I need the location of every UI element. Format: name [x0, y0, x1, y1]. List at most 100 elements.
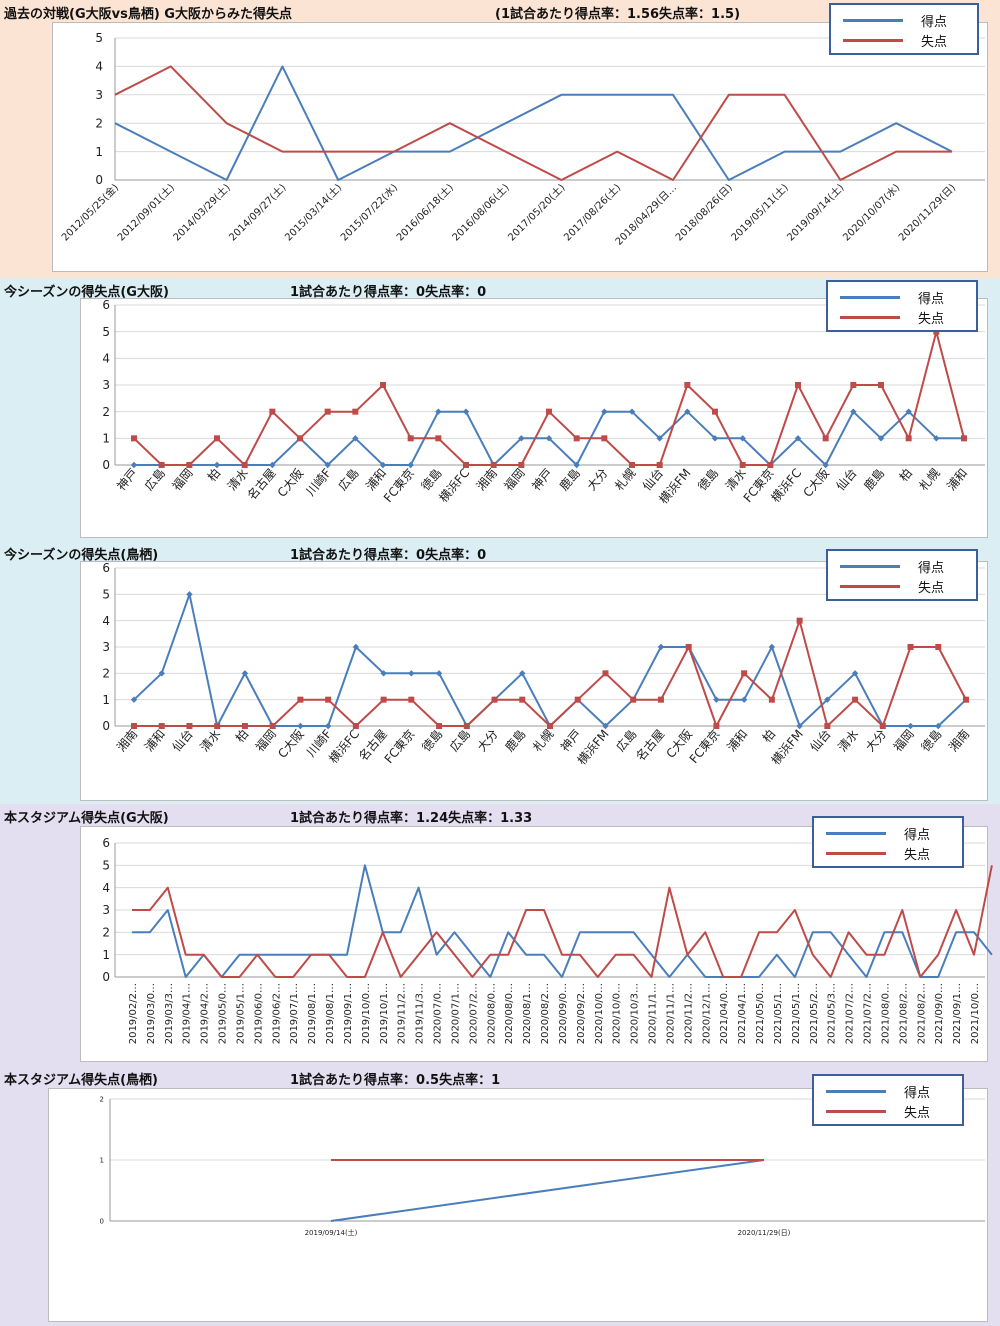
data-point-conceded — [602, 670, 609, 677]
x-tick-label: 2020/11/29(日) — [897, 182, 958, 243]
y-tick-label: 2 — [102, 926, 110, 940]
legend-conceded-swatch — [843, 38, 903, 42]
x-tick-label: 2021/08/2… — [898, 983, 909, 1044]
x-tick-label: 2019/02/2… — [128, 983, 139, 1044]
x-tick-label: 2017/05/20(土) — [505, 181, 568, 244]
data-point-conceded — [463, 723, 470, 729]
legend-goal-swatch — [843, 18, 903, 22]
data-point-conceded — [878, 382, 884, 388]
data-point-goals — [545, 435, 553, 442]
x-tick-label: 徳島 — [694, 465, 721, 493]
y-tick-label: 2 — [100, 1095, 104, 1103]
x-tick-label: 大分 — [863, 727, 889, 754]
x-tick-label: 2019/05/1… — [235, 983, 246, 1044]
x-tick-label: 広島 — [446, 726, 473, 754]
y-tick-label: 5 — [102, 859, 110, 873]
y-tick-label: 1 — [95, 145, 103, 159]
x-tick-label: 神戸 — [529, 466, 555, 493]
data-point-conceded — [490, 462, 497, 468]
x-tick-label: 2015/07/22(水) — [338, 182, 400, 244]
data-point-conceded — [186, 723, 193, 729]
x-tick-label: 広島 — [613, 726, 640, 754]
data-point-conceded — [491, 696, 498, 703]
plot-area — [80, 561, 988, 801]
x-tick-label: 2019/09/1… — [343, 983, 354, 1044]
y-tick-label: 5 — [102, 325, 110, 339]
legend-goal-label: 得点 — [904, 1085, 931, 1101]
legend: 得点 失点 — [812, 1074, 964, 1126]
data-point-conceded — [518, 462, 525, 468]
legend-goal-swatch — [840, 564, 900, 568]
data-point-conceded — [380, 696, 387, 703]
data-point-conceded — [436, 723, 443, 729]
chart-svg: 0 1 2 2019/09/14(土) 2020/11/29(日) — [100, 1095, 985, 1237]
x-tick-label: 福岡 — [890, 726, 917, 754]
data-point-conceded — [905, 435, 912, 442]
panel-stadium-tosu: 本スタジアム得失点(鳥栖) 1試合あたり得点率：0.5失点率：1 0 1 2 2019… — [0, 1066, 1000, 1326]
data-point-goals — [352, 643, 360, 651]
x-tick-label: C大阪 — [275, 466, 307, 500]
legend-conceded-swatch — [826, 1109, 886, 1113]
x-tick-label: 徳島 — [918, 726, 945, 754]
data-point-conceded — [630, 696, 637, 703]
data-point-conceded — [131, 435, 137, 442]
data-point-goals — [269, 461, 276, 469]
x-tick-label: 横浜FC — [326, 727, 362, 766]
x-tick-label: 2019/07/1… — [289, 983, 300, 1044]
x-tick-label: 2020/08/1… — [522, 983, 533, 1044]
x-tick-label: 柏 — [232, 726, 251, 745]
x-tick-label: 浦和 — [363, 466, 389, 493]
data-point-goals — [379, 461, 387, 469]
data-point-goals — [768, 643, 776, 651]
data-point-conceded — [463, 462, 469, 468]
chart-stats: 1試合あたり得点率：0失点率：0 — [290, 548, 487, 563]
chart-title: 過去の対戦(G大阪vs鳥栖) G大阪からみた得失点 — [4, 7, 292, 22]
x-tick-label: 2020/08/0… — [486, 983, 497, 1044]
data-point-conceded — [850, 382, 857, 388]
legend-goal-label: 得点 — [918, 291, 945, 307]
y-tick-label: 0 — [102, 970, 110, 984]
y-tick-label: 4 — [102, 614, 110, 628]
data-point-conceded — [879, 723, 886, 729]
chart-stats: (1試合あたり得点率：1.56失点率：1.5) — [495, 7, 741, 22]
x-tick-label: 神戸 — [114, 466, 140, 493]
y-tick-label: 2 — [102, 667, 110, 681]
data-point-conceded — [961, 435, 967, 442]
data-point-goals — [602, 722, 609, 730]
x-tick-label: 福岡 — [501, 465, 528, 493]
x-tick-label: 清水 — [723, 466, 749, 493]
x-tick-label: 2019/03/0… — [146, 983, 157, 1044]
panel-season-tosu: 今シーズンの得失点(鳥栖) 1試合あたり得点率：0失点率：0 0 1 2 3 4 5 6 湘南… — [0, 541, 1000, 804]
y-tick-label: 2 — [95, 116, 103, 130]
series-line-conceded — [133, 330, 965, 466]
x-tick-label: 2021/09/1… — [952, 983, 963, 1044]
chart-stats: 1試合あたり得点率：0.5失点率：1 — [290, 1073, 501, 1088]
data-point-goals — [518, 435, 525, 442]
x-tick-label: 神戸 — [558, 727, 584, 754]
plot-area — [80, 298, 988, 538]
x-tick-label: 2019/08/1… — [325, 983, 336, 1044]
data-point-goals — [935, 722, 942, 730]
chart-stats: 1試合あたり得点率：1.24失点率：1.33 — [290, 811, 533, 826]
x-tick-label: 2019/06/2… — [271, 983, 282, 1044]
data-point-conceded — [158, 723, 165, 729]
data-point-goals — [462, 408, 470, 415]
data-point-conceded — [131, 723, 137, 729]
data-point-conceded — [656, 462, 663, 468]
data-point-conceded — [186, 462, 193, 468]
data-point-conceded — [713, 723, 720, 729]
series-line-conceded — [132, 865, 993, 978]
y-tick-label: 3 — [102, 378, 110, 392]
x-tick-label: 2020/07/2… — [468, 983, 479, 1044]
data-point-goals — [519, 670, 526, 677]
chart-stats: 1試合あたり得点率：0失点率：0 — [290, 285, 487, 300]
x-tick-label: 大分 — [475, 727, 501, 754]
y-tick-label: 4 — [102, 881, 110, 895]
panel-season-gamba: 今シーズンの得失点(G大阪) 1試合あたり得点率：0失点率：0 0 1 2 3 4 5 6 神… — [0, 278, 1000, 541]
y-tick-label: 3 — [102, 903, 110, 917]
data-point-goals — [796, 722, 803, 730]
x-tick-label: 柏 — [204, 465, 223, 484]
x-tick-label: 2020/12/1… — [701, 983, 712, 1044]
x-tick-label: 2017/08/26(土) — [561, 181, 624, 244]
x-tick-label: 札幌 — [916, 465, 943, 493]
